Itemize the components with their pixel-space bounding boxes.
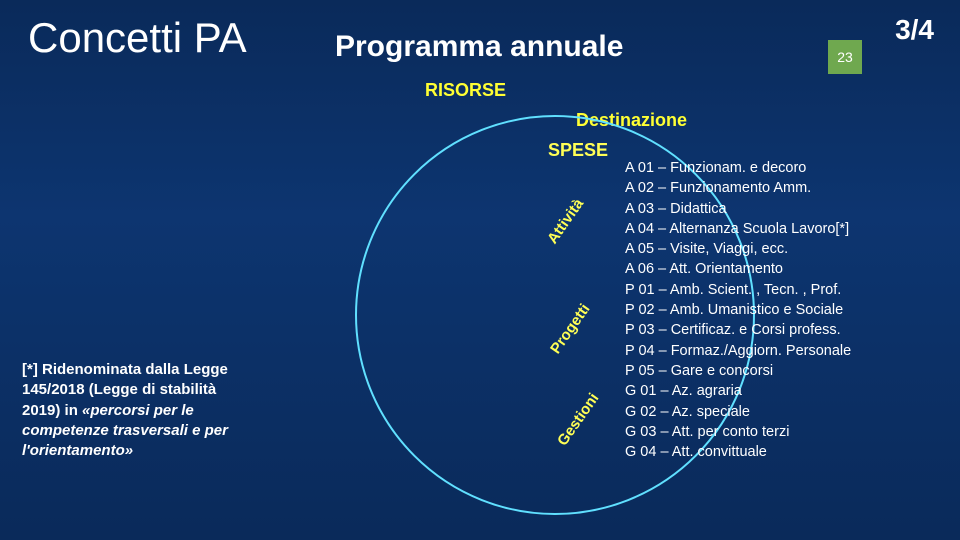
label-risorse: RISORSE bbox=[425, 80, 506, 101]
list-item: A 01 – Funzionam. e decoro bbox=[625, 158, 851, 178]
list-item: G 02 – Az. speciale bbox=[625, 402, 851, 422]
subtitle: Programma annuale bbox=[335, 30, 623, 64]
list-item: P 05 – Gare e concorsi bbox=[625, 361, 851, 381]
list-item: G 03 – Att. per conto terzi bbox=[625, 422, 851, 442]
footnote: [*] Ridenominata dalla Legge 145/2018 (L… bbox=[22, 360, 237, 461]
page-counter: 3/4 bbox=[895, 14, 934, 46]
main-title: Concetti PA bbox=[28, 14, 247, 62]
page-badge: 23 bbox=[828, 40, 862, 74]
list-item: G 04 – Att. convittuale bbox=[625, 442, 851, 462]
list-item: P 01 – Amb. Scient. , Tecn. , Prof. bbox=[625, 280, 851, 300]
list-item: P 03 – Certificaz. e Corsi profess. bbox=[625, 320, 851, 340]
list-item: A 05 – Visite, Viaggi, ecc. bbox=[625, 239, 851, 259]
list-item: A 06 – Att. Orientamento bbox=[625, 259, 851, 279]
list-item: P 04 – Formaz./Aggiorn. Personale bbox=[625, 341, 851, 361]
voci-list: A 01 – Funzionam. e decoro A 02 – Funzio… bbox=[625, 158, 851, 462]
list-item: A 02 – Funzionamento Amm. bbox=[625, 178, 851, 198]
list-item: P 02 – Amb. Umanistico e Sociale bbox=[625, 300, 851, 320]
list-item: G 01 – Az. agraria bbox=[625, 381, 851, 401]
list-item: A 03 – Didattica bbox=[625, 199, 851, 219]
list-item: A 04 – Alternanza Scuola Lavoro[*] bbox=[625, 219, 851, 239]
